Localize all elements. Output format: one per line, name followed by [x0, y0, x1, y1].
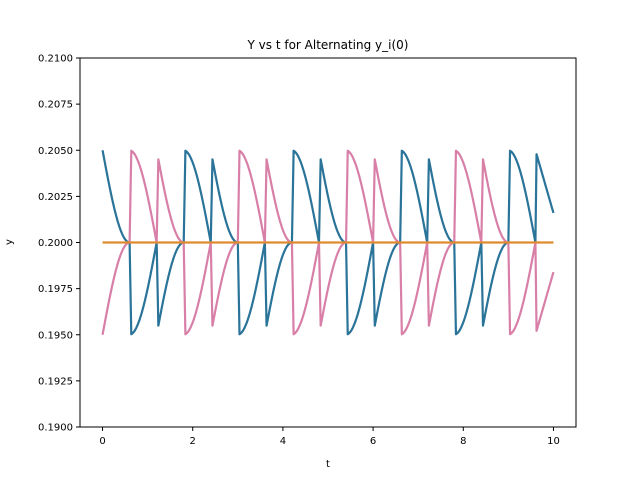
x-tick-label: 4 [280, 436, 286, 447]
y-tick-label: 0.2000 [38, 238, 73, 249]
y-axis: 0.1900 0.1925 0.1950 0.1975 0.2000 0.2025 0.20… [38, 54, 80, 434]
x-axis: 0 2 4 6 8 10 [99, 427, 560, 447]
y-tick-label: 0.2100 [38, 54, 73, 65]
x-tick-label: 6 [370, 436, 376, 447]
y-tick-label: 0.2025 [38, 192, 73, 203]
series-layer [101, 149, 555, 336]
y-tick-label: 0.2075 [38, 100, 73, 111]
series-line-2 [101, 149, 555, 336]
y-tick-label: 0.1975 [38, 284, 73, 295]
x-axis-label: t [326, 459, 330, 470]
y-tick-label: 0.2050 [38, 146, 73, 157]
chart-title: Y vs t for Alternating y_i(0) [247, 38, 409, 52]
y-tick-label: 0.1950 [38, 330, 73, 341]
y-tick-label: 0.1900 [38, 423, 73, 434]
series-line-1 [101, 149, 555, 336]
x-tick-label: 0 [99, 436, 105, 447]
x-tick-label: 10 [547, 436, 560, 447]
y-axis-label: y [4, 239, 15, 245]
x-tick-label: 2 [190, 436, 196, 447]
y-tick-label: 0.1925 [38, 376, 73, 387]
x-tick-label: 8 [460, 436, 466, 447]
